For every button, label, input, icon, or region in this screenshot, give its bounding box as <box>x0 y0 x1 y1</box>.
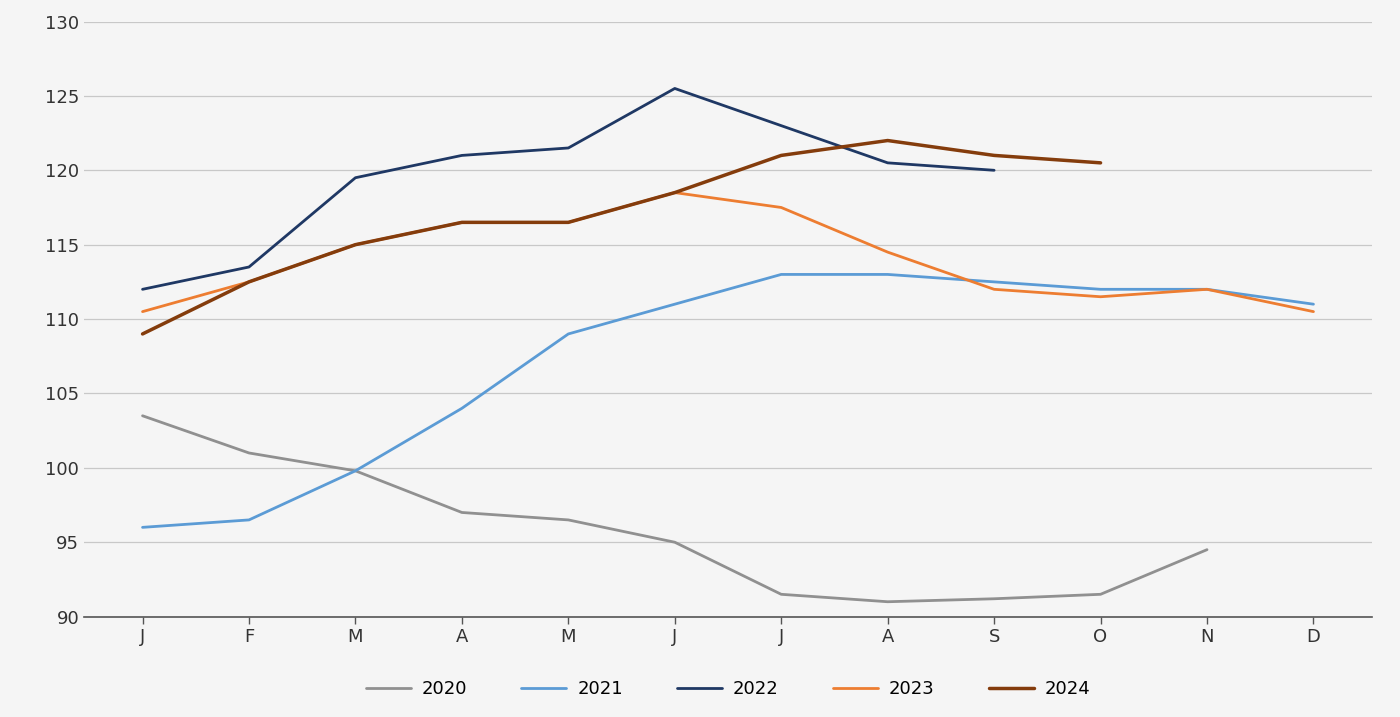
2020 <box>773 590 790 599</box>
2024 <box>879 136 896 145</box>
2023 <box>560 218 577 227</box>
Line: 2020: 2020 <box>143 416 1207 602</box>
2021 <box>134 523 151 531</box>
2021 <box>879 270 896 279</box>
2020 <box>241 449 258 457</box>
2021 <box>773 270 790 279</box>
2024 <box>986 151 1002 160</box>
2023 <box>773 203 790 212</box>
2022 <box>986 166 1002 174</box>
2022 <box>241 262 258 271</box>
2022 <box>773 121 790 130</box>
Legend: 2020, 2021, 2022, 2023, 2024: 2020, 2021, 2022, 2023, 2024 <box>358 673 1098 706</box>
2024 <box>347 240 364 249</box>
Line: 2024: 2024 <box>143 141 1100 334</box>
Line: 2023: 2023 <box>143 193 1313 312</box>
2020 <box>986 594 1002 603</box>
2024 <box>666 189 683 197</box>
2024 <box>241 277 258 286</box>
2021 <box>1092 285 1109 293</box>
2024 <box>560 218 577 227</box>
Line: 2022: 2022 <box>143 88 994 289</box>
2024 <box>454 218 470 227</box>
2021 <box>347 467 364 475</box>
2021 <box>1305 300 1322 308</box>
2023 <box>1305 308 1322 316</box>
2021 <box>986 277 1002 286</box>
2021 <box>1198 285 1215 293</box>
2023 <box>1198 285 1215 293</box>
2023 <box>986 285 1002 293</box>
2020 <box>454 508 470 517</box>
2020 <box>560 516 577 524</box>
2021 <box>241 516 258 524</box>
2023 <box>347 240 364 249</box>
2021 <box>666 300 683 308</box>
2022 <box>454 151 470 160</box>
2022 <box>666 84 683 92</box>
2020 <box>1198 546 1215 554</box>
2020 <box>666 538 683 546</box>
2023 <box>1092 293 1109 301</box>
2022 <box>347 174 364 182</box>
2022 <box>134 285 151 293</box>
2021 <box>560 330 577 338</box>
2024 <box>134 330 151 338</box>
2023 <box>666 189 683 197</box>
2023 <box>241 277 258 286</box>
2022 <box>879 158 896 167</box>
2024 <box>773 151 790 160</box>
2020 <box>1092 590 1109 599</box>
2023 <box>879 248 896 257</box>
Line: 2021: 2021 <box>143 275 1313 527</box>
2022 <box>560 143 577 152</box>
2023 <box>134 308 151 316</box>
2020 <box>347 467 364 475</box>
2021 <box>454 404 470 412</box>
2023 <box>454 218 470 227</box>
2020 <box>134 412 151 420</box>
2024 <box>1092 158 1109 167</box>
2020 <box>879 597 896 606</box>
